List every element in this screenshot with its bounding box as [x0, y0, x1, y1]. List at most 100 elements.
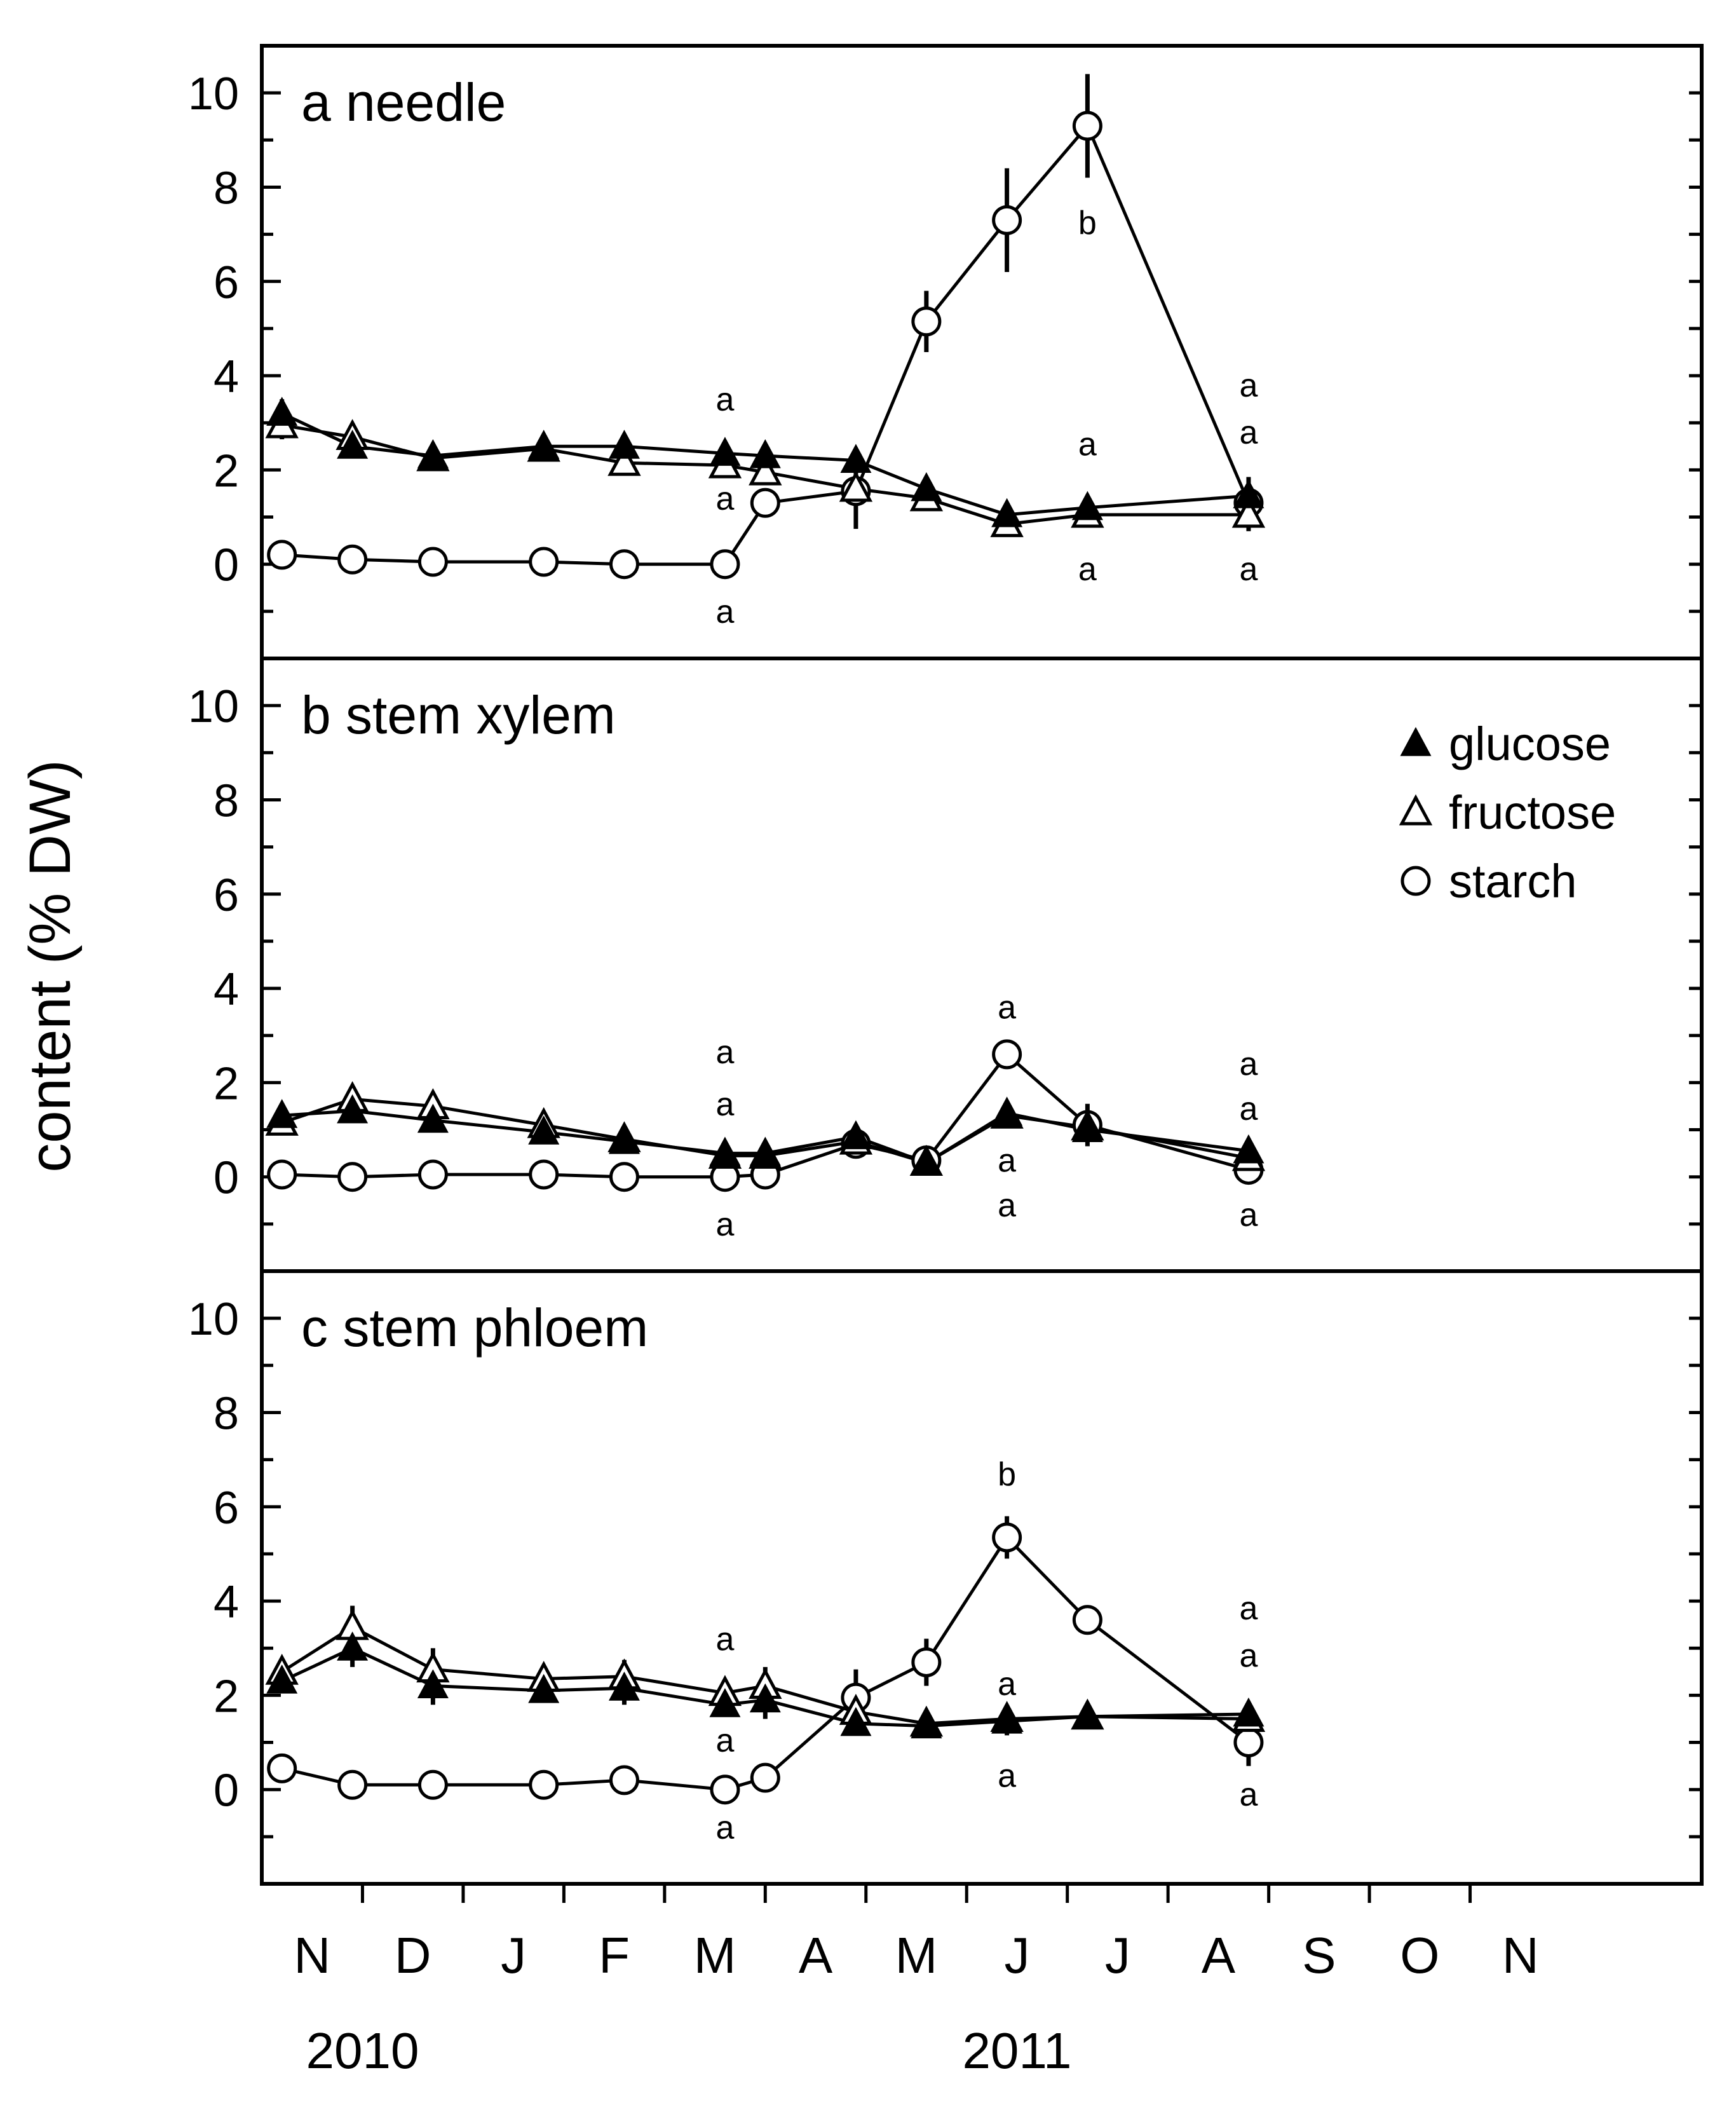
glucose-point	[749, 1683, 781, 1713]
y-tick-label: 6	[214, 257, 239, 308]
starch-point	[337, 1162, 368, 1192]
starch-point	[750, 1762, 780, 1793]
glucose-point	[709, 1136, 741, 1166]
glucose-point	[528, 1673, 560, 1703]
glucose-point	[337, 430, 369, 459]
glucose-point	[749, 439, 781, 468]
starch-point	[267, 540, 297, 570]
glucose-point	[911, 472, 942, 501]
starch-point	[609, 549, 639, 580]
y-tick-label: 10	[188, 69, 239, 119]
significance-letter: a	[1239, 414, 1258, 451]
starch-point	[529, 547, 559, 577]
significance-letter: a	[715, 1809, 734, 1846]
y-tick-label: 4	[214, 351, 239, 402]
fructose-point	[839, 470, 873, 502]
panel-title: c stem phloem	[301, 1298, 648, 1358]
significance-letter: a	[1239, 367, 1258, 404]
fructose-point	[607, 444, 641, 476]
starch-point	[750, 487, 780, 518]
fructose-point	[749, 454, 782, 486]
starch-point	[417, 1769, 448, 1800]
y-tick-label: 4	[214, 1577, 239, 1628]
starch-point	[609, 1162, 639, 1192]
significance-letter: a	[1239, 1091, 1258, 1127]
starch-point	[992, 1039, 1022, 1070]
glucose-point	[528, 430, 560, 459]
panel-title: b stem xylem	[301, 685, 616, 745]
x-month-label: M	[895, 1927, 938, 1984]
starch-point	[417, 1159, 448, 1190]
significance-letter: a	[715, 480, 734, 517]
starch-point	[609, 1765, 639, 1795]
starch-point	[911, 306, 942, 337]
x-month-label: S	[1302, 1927, 1336, 1984]
x-month-label: J	[1105, 1927, 1130, 1984]
glucose-point	[266, 397, 298, 426]
x-month-label: M	[694, 1927, 736, 1984]
legend-label-glucose: glucose	[1449, 718, 1611, 770]
glucose-point	[991, 498, 1023, 528]
significance-letter: a	[715, 1722, 734, 1759]
glucose-point	[991, 1096, 1023, 1126]
y-tick-label: 2	[214, 1671, 239, 1722]
glucose-point	[1233, 479, 1265, 508]
significance-letter: a	[998, 1187, 1016, 1224]
x-month-label: O	[1400, 1927, 1439, 1984]
significance-letter: a	[998, 990, 1016, 1026]
legend-marker-fructose	[1399, 794, 1433, 826]
significance-letter: a	[1239, 1197, 1258, 1234]
glucose-point	[266, 1099, 298, 1128]
fructose-line	[281, 423, 1249, 526]
y-axis-label: content (% DW)	[18, 760, 83, 1172]
significance-letter: a	[715, 594, 734, 630]
glucose-point	[1071, 1113, 1103, 1143]
significance-letter: a	[1239, 1046, 1258, 1083]
x-month-label: N	[1502, 1927, 1539, 1984]
y-tick-label: 6	[214, 1483, 239, 1534]
y-tick-label: 8	[214, 163, 239, 214]
significance-letter: a	[998, 1757, 1016, 1794]
y-tick-label: 0	[214, 1766, 239, 1816]
legend-marker-glucose	[1400, 726, 1432, 756]
starch-point	[1233, 1727, 1264, 1758]
glucose-point	[417, 1103, 449, 1133]
significance-letter: a	[715, 1086, 734, 1123]
y-tick-label: 0	[214, 540, 239, 591]
x-month-label: F	[599, 1927, 630, 1984]
glucose-point	[911, 1709, 942, 1739]
y-tick-label: 8	[214, 775, 239, 826]
significance-letter: a	[1078, 426, 1097, 463]
significance-letter: a	[1078, 551, 1097, 588]
legend-marker-starch	[1400, 866, 1431, 896]
glucose-point	[608, 1672, 640, 1701]
starch-point	[267, 1753, 297, 1783]
x-year-label: 2011	[962, 2022, 1071, 2079]
y-tick-label: 10	[188, 681, 239, 732]
glucose-point	[266, 1664, 298, 1694]
glucose-point	[709, 1688, 741, 1717]
significance-letter: a	[715, 1034, 734, 1071]
starch-point	[267, 1159, 297, 1190]
glucose-point	[608, 430, 640, 459]
glucose-point	[749, 1136, 781, 1166]
starch-point	[1072, 111, 1102, 141]
significance-letter: a	[715, 1206, 734, 1243]
glucose-point	[337, 1632, 369, 1661]
x-year-label: 2010	[306, 2022, 419, 2079]
significance-letter: b	[1078, 205, 1097, 242]
starch-point	[911, 1647, 942, 1677]
y-tick-label: 2	[214, 446, 239, 496]
glucose-point	[840, 1706, 872, 1736]
glucose-point	[417, 1669, 449, 1699]
y-tick-label: 2	[214, 1058, 239, 1109]
significance-letter: a	[998, 1143, 1016, 1180]
x-month-label: D	[395, 1927, 431, 1984]
panel-frame	[260, 1269, 1704, 1886]
glucose-point	[608, 1124, 640, 1154]
glucose-point	[1233, 1697, 1265, 1727]
